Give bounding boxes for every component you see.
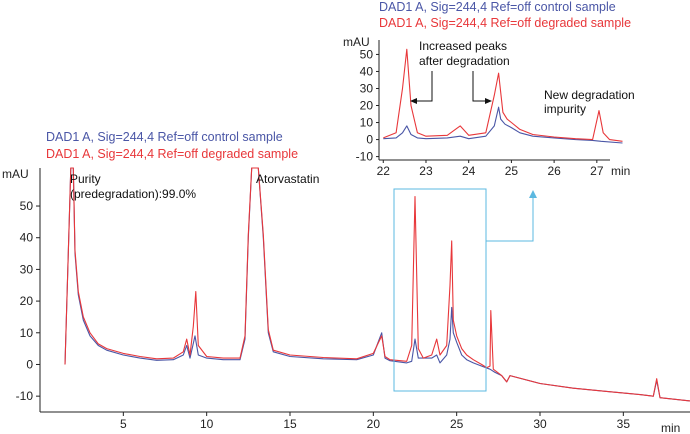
inset-y-tick-label: 10 [360,116,374,130]
main-x-tick-label: 5 [120,417,127,431]
main-x-tick-label: 25 [450,417,464,431]
main-y-tick-label: 0 [26,357,33,371]
purity-annotation-line2: (predegradation):99.0% [70,187,196,201]
main-x-tick-label: 20 [367,417,381,431]
inset-series-line-degraded [383,48,623,142]
main-x-tick-label: 30 [533,417,547,431]
main-y-tick-label: 30 [20,262,34,276]
inset-series-line-control [383,106,623,144]
main-x-axis-label: min [661,421,680,434]
inset-y-tick-label: 50 [360,47,374,61]
inset-x-tick-label: 23 [419,164,433,178]
main-y-tick-label: 40 [20,231,34,245]
main-series-line-degraded [64,167,690,402]
main-series-group [64,167,690,402]
inset-x-ticks: 22 23 24 25 26 27 [377,160,604,178]
inset-y-tick-label: 0 [366,133,373,147]
new-impurity-annotation-line2: impurity [544,102,586,116]
main-x-ticks: 5 10 15 20 25 30 35 [120,412,630,431]
zoom-connector-line [486,197,534,242]
inset-legend-control: DAD1 A, Sig=244,4 Ref=off control sample [379,0,616,14]
main-y-tick-label: 50 [20,199,34,213]
inset-axes: 22 23 24 25 26 27 -10 0 10 20 30 40 50 [356,40,610,178]
inset-y-tick-label: 30 [360,81,374,95]
inset-x-tick-label: 24 [462,164,476,178]
inset-y-tick-label: 40 [360,64,374,78]
new-impurity-annotation-line1: New degradation [544,88,635,102]
inset-y-tick-label: -10 [356,150,374,164]
atorvastatin-annotation: Atorvastatin [256,172,319,186]
main-y-tick-label: -10 [16,389,34,403]
arrow-to-second-peak [472,71,486,102]
increased-peaks-annotation-line2: after degradation [419,54,510,68]
main-y-tick-label: 10 [20,326,34,340]
inset-x-tick-label: 27 [590,164,604,178]
main-x-tick-label: 10 [200,417,214,431]
zoom-arrow-head [529,190,537,198]
inset-series-group [383,48,623,144]
arrow-to-first-peak-head [410,98,417,104]
inset-x-axis-label: min [611,164,630,178]
increased-peaks-annotation-line1: Increased peaks [419,39,507,53]
main-series-line-control [64,167,690,402]
main-x-tick-label: 35 [617,417,631,431]
main-y-ticks: -10 0 10 20 30 40 50 [16,199,40,403]
zoom-region-box [393,188,487,392]
inset-x-tick-label: 22 [377,164,391,178]
inset-y-tick-label: 20 [360,99,374,113]
inset-legend-degraded: DAD1 A, Sig=244,4 Ref=off degraded sampl… [379,16,631,30]
inset-y-ticks: -10 0 10 20 30 40 50 [356,47,379,164]
main-y-axis-label: mAU [2,167,29,181]
main-y-tick-label: 20 [20,294,34,308]
purity-annotation-line1: Purity [70,172,101,186]
main-axes: 5 10 15 20 25 30 35 -10 0 10 20 30 40 50 [16,168,690,431]
main-legend-degraded: DAD1 A, Sig=244,4 Ref=off degraded sampl… [46,147,298,161]
main-x-tick-label: 15 [283,417,297,431]
arrow-to-second-peak-head [485,98,492,104]
arrow-to-first-peak [415,71,433,102]
inset-y-axis-label: mAU [343,35,370,49]
inset-x-tick-label: 25 [505,164,519,178]
inset-x-tick-label: 26 [547,164,561,178]
main-legend-control: DAD1 A, Sig=244,4 Ref=off control sample [46,130,283,144]
